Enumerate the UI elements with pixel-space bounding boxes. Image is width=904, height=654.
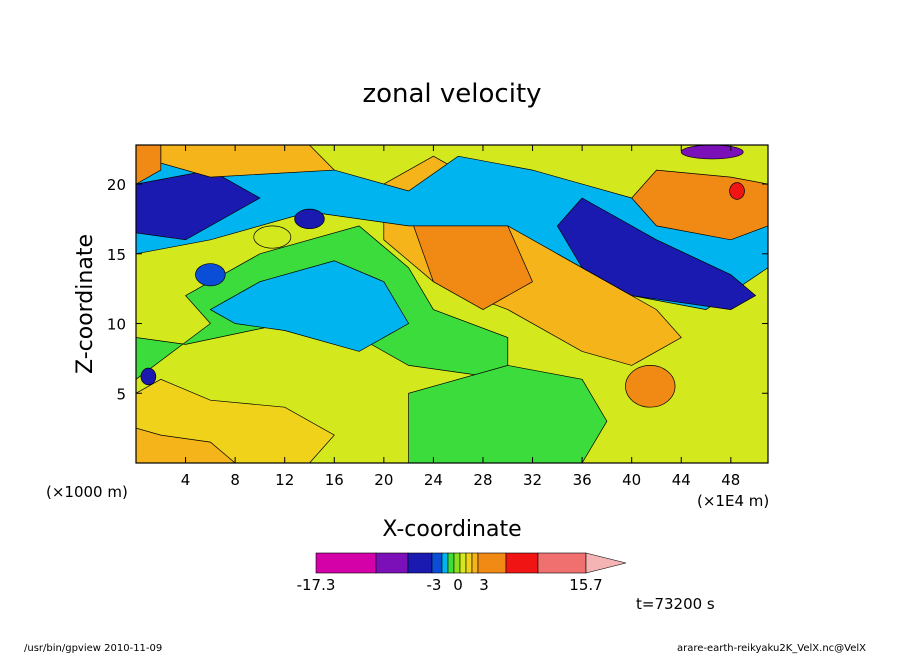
contour-blob-navy-small: [140, 367, 157, 386]
x-tick-label: 48: [721, 471, 740, 489]
footer-right: arare-earth-reikyaku2K_VelX.nc@VelX: [677, 643, 866, 654]
colorbar-tick-label: 15.7: [569, 576, 602, 594]
colorbar-swatch: [375, 552, 409, 574]
colorbar-swatch: [453, 552, 461, 574]
colorbar-swatch: [441, 552, 449, 574]
x-unit-label: (×1E4 m): [697, 492, 769, 510]
y-axis-ticks: 5 10 15 20: [107, 176, 768, 403]
colorbar-tick-labels: -17.3 -3 0 3 15.7: [297, 576, 603, 594]
plot-frame: [135, 144, 769, 464]
contour-region-cyan: [209, 260, 410, 352]
x-tick-label: 12: [275, 471, 294, 489]
colorbar-extend-arrow: [585, 552, 627, 574]
colorbar-swatch: [407, 552, 433, 574]
y-tick-label: 15: [107, 246, 126, 264]
x-tick-label: 8: [230, 471, 240, 489]
colorbar-swatch: [537, 552, 587, 574]
colorbar-tick-label: 0: [453, 576, 463, 594]
y-axis-label: Z-coordinate: [73, 234, 98, 374]
contour-region-navy-right: [556, 197, 757, 310]
colorbar-tick-label: 3: [479, 576, 489, 594]
colorbar-tick-label: -3: [427, 576, 442, 594]
x-tick-label: 4: [181, 471, 191, 489]
colorbar-swatch: [447, 552, 455, 574]
contour-blob-yellow: [253, 225, 292, 249]
colorbar-swatch: [431, 552, 443, 574]
colorbar-swatch: [459, 552, 467, 574]
colorbar-swatch: [315, 552, 377, 574]
contour-region-orange-corner: [136, 145, 162, 185]
x-axis-ticks: 4 8 12 16 20 24 28 32 36 40 44 48: [181, 145, 740, 489]
y-tick-label: 10: [107, 316, 126, 334]
x-tick-label: 20: [374, 471, 393, 489]
colorbar: [315, 552, 627, 574]
plot-area: [135, 144, 769, 464]
y-unit-label: (×1000 m): [46, 483, 128, 501]
contour-blob-navy: [294, 208, 325, 230]
colorbar-swatch: [465, 552, 473, 574]
x-tick-label: 36: [573, 471, 592, 489]
contour-blob-purple: [680, 145, 744, 160]
x-tick-label: 24: [424, 471, 443, 489]
x-tick-label: 32: [523, 471, 542, 489]
x-tick-label: 28: [473, 471, 492, 489]
colorbar-swatch: [505, 552, 539, 574]
chart-title: zonal velocity: [362, 79, 541, 109]
contour-blob-blue: [195, 263, 226, 287]
x-axis-label: X-coordinate: [382, 517, 521, 542]
contour-region-orange: [136, 427, 236, 463]
contour-blob-red: [729, 182, 745, 200]
colorbar-swatch: [477, 552, 507, 574]
contour-region-green-bottom: [408, 365, 608, 463]
colorbar-tick-label: -17.3: [297, 576, 336, 594]
x-tick-label: 44: [672, 471, 691, 489]
y-tick-label: 5: [116, 385, 126, 403]
x-tick-label: 40: [622, 471, 641, 489]
contour-blob-orange: [625, 365, 676, 408]
velocity-field: [136, 145, 768, 463]
y-tick-label: 20: [107, 176, 126, 194]
time-label: t=73200 s: [636, 595, 715, 613]
x-tick-label: 16: [325, 471, 344, 489]
footer-left: /usr/bin/gpview 2010-11-09: [24, 643, 162, 654]
colorbar-swatch: [471, 552, 479, 574]
